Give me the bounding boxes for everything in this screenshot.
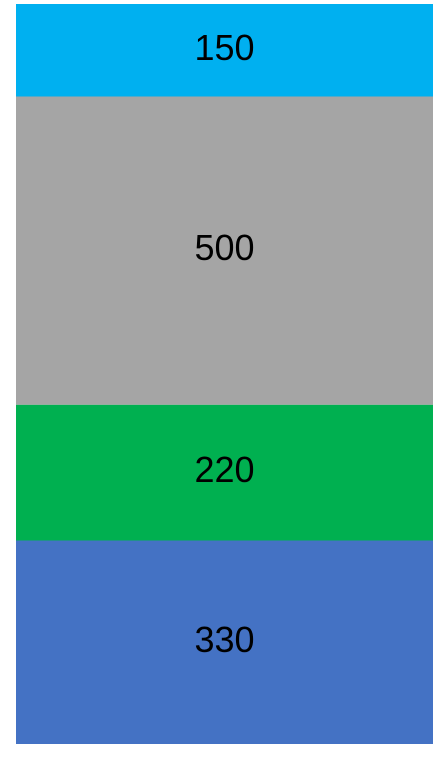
bar-segment bbox=[16, 540, 433, 744]
bar-segment bbox=[16, 4, 433, 97]
segment-label: 330 bbox=[194, 619, 254, 660]
bar-segment bbox=[16, 96, 433, 405]
bar-segment bbox=[16, 404, 433, 541]
segment-label: 500 bbox=[194, 227, 254, 268]
segment-label: 150 bbox=[194, 27, 254, 68]
segment-label: 220 bbox=[194, 449, 254, 490]
